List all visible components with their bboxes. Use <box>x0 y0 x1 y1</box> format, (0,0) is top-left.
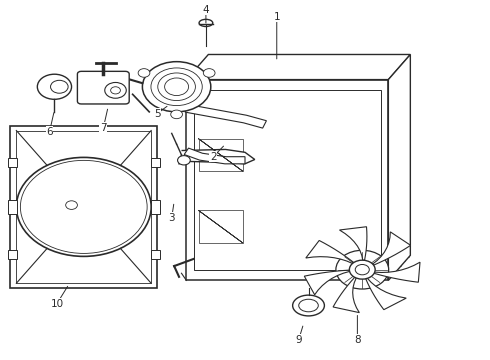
Circle shape <box>138 69 150 77</box>
Polygon shape <box>304 270 349 295</box>
Bar <box>151 249 160 258</box>
Circle shape <box>37 74 72 99</box>
Bar <box>198 139 243 171</box>
Ellipse shape <box>293 295 324 316</box>
Polygon shape <box>306 240 354 264</box>
Text: 2: 2 <box>210 152 217 162</box>
Text: 5: 5 <box>154 109 160 119</box>
Bar <box>10 126 157 288</box>
Circle shape <box>105 82 126 98</box>
Circle shape <box>165 78 189 95</box>
Circle shape <box>177 156 190 165</box>
Bar <box>186 80 389 280</box>
Circle shape <box>16 157 151 256</box>
Circle shape <box>151 68 202 105</box>
Circle shape <box>349 260 375 279</box>
Bar <box>8 200 17 214</box>
Text: 6: 6 <box>46 127 53 136</box>
Polygon shape <box>185 104 267 128</box>
Text: 8: 8 <box>354 334 361 345</box>
Polygon shape <box>181 149 255 164</box>
Circle shape <box>21 160 147 253</box>
Text: 9: 9 <box>295 334 302 345</box>
Bar <box>194 90 381 270</box>
Polygon shape <box>186 54 410 80</box>
Polygon shape <box>184 148 245 164</box>
Text: 4: 4 <box>202 5 209 15</box>
Bar <box>198 211 243 243</box>
Bar <box>151 200 160 214</box>
Bar <box>151 158 160 167</box>
Circle shape <box>143 62 211 112</box>
Polygon shape <box>374 262 420 282</box>
Polygon shape <box>340 227 367 260</box>
Polygon shape <box>366 278 406 310</box>
FancyBboxPatch shape <box>77 71 129 104</box>
Text: 1: 1 <box>273 12 280 22</box>
Circle shape <box>203 69 215 77</box>
Polygon shape <box>389 54 410 280</box>
Polygon shape <box>333 277 359 312</box>
Polygon shape <box>373 232 411 265</box>
Circle shape <box>158 73 196 100</box>
Ellipse shape <box>199 19 213 27</box>
Circle shape <box>355 265 369 275</box>
Text: 10: 10 <box>50 299 63 309</box>
Bar <box>8 158 17 167</box>
Circle shape <box>66 201 77 210</box>
Circle shape <box>171 110 182 119</box>
Circle shape <box>111 87 121 94</box>
Text: 7: 7 <box>100 123 107 133</box>
Bar <box>16 131 151 283</box>
Bar <box>8 249 17 258</box>
Circle shape <box>50 80 68 93</box>
Text: 3: 3 <box>169 213 175 222</box>
Circle shape <box>336 250 389 289</box>
Ellipse shape <box>299 299 318 312</box>
